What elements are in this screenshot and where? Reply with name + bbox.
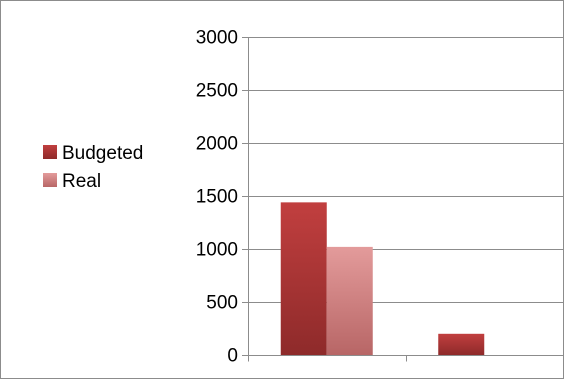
y-tick-label: 2000 [196,134,238,155]
y-tick-label: 3000 [196,28,238,49]
y-tick-label: 0 [227,346,238,367]
y-tick-label: 2500 [196,81,238,102]
legend: Budgeted Real [43,143,143,192]
legend-swatch-budgeted [43,145,57,159]
legend-label-budgeted: Budgeted [62,143,143,164]
legend-swatch-real [43,173,57,187]
bars [280,202,485,355]
y-tick-label: 500 [206,293,238,314]
y-tick-label: 1000 [196,240,238,261]
bar-real-0 [326,246,373,355]
legend-label-real: Real [62,171,101,192]
bar-budgeted-1 [438,333,485,355]
bar-budgeted-0 [280,202,327,355]
y-tick-labels: 0 500 1000 1500 2000 2500 3000 [196,28,238,367]
y-tick-label: 1500 [196,187,238,208]
